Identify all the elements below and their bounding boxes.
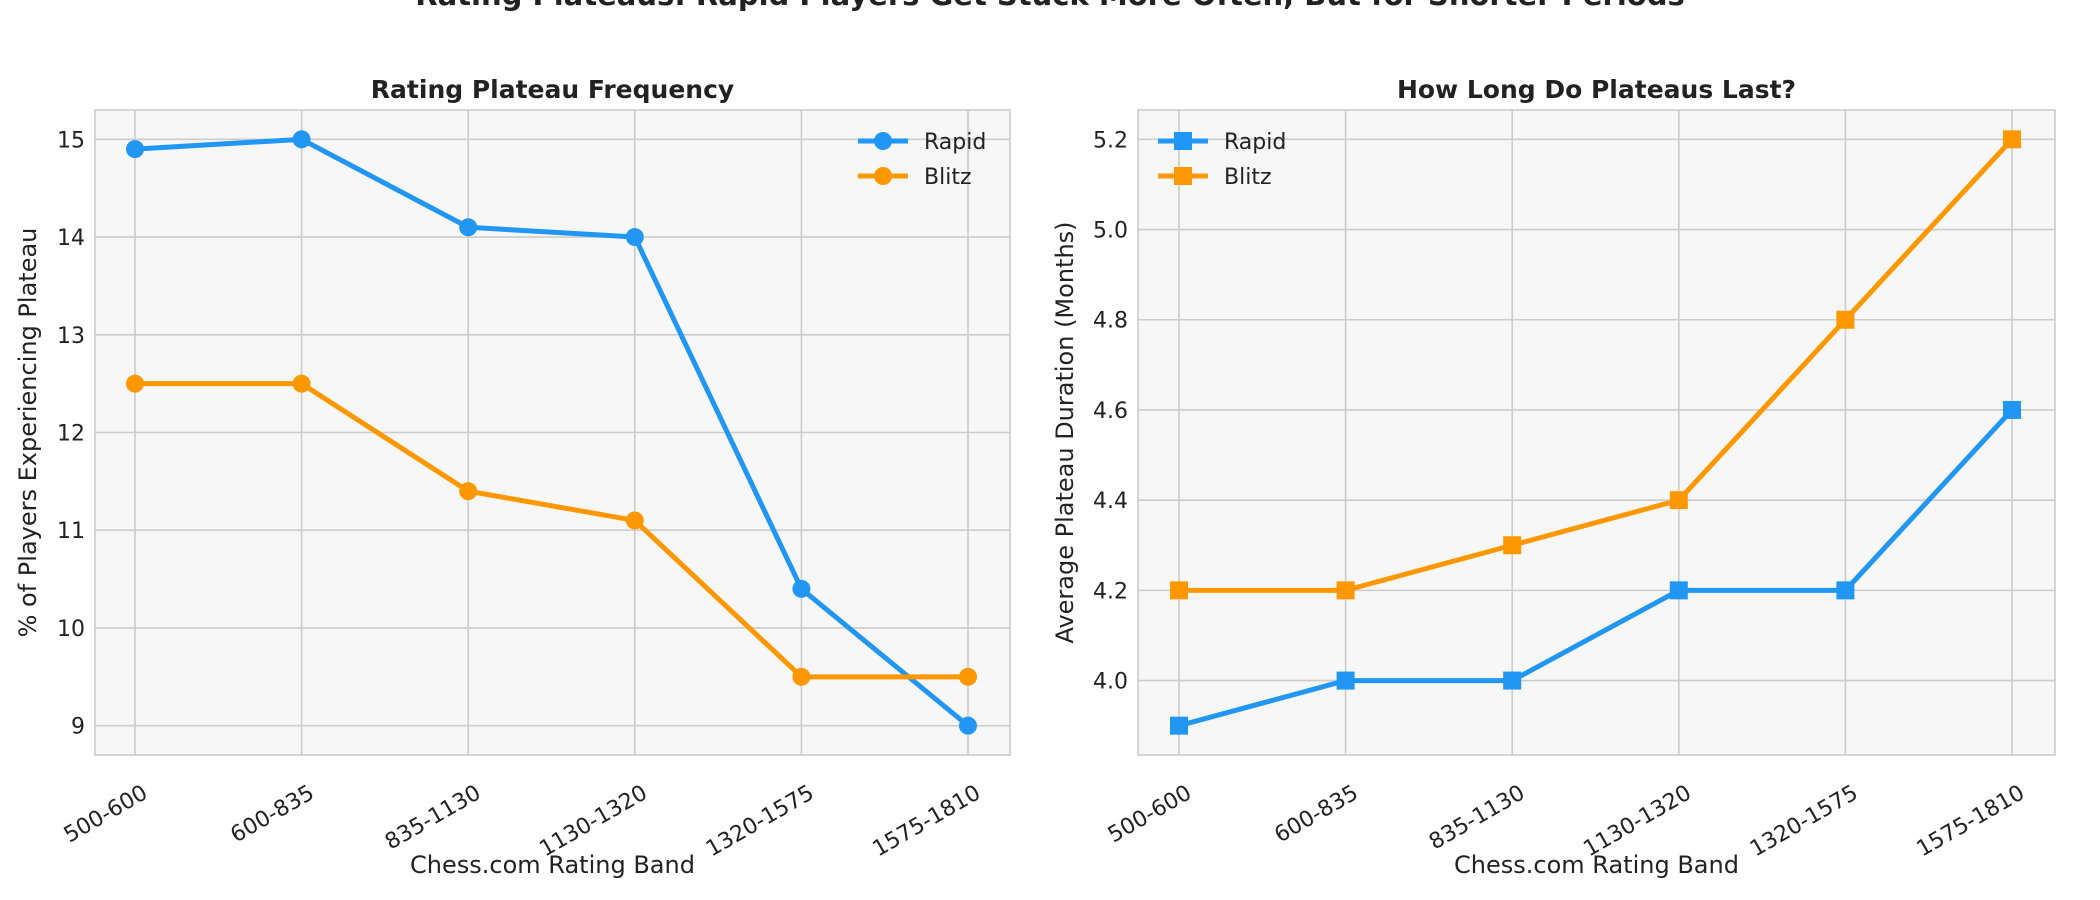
- y-tick-label: 4.8: [1093, 309, 1128, 334]
- legend-label-rapid: Rapid: [924, 130, 986, 155]
- x-tick-label: 835-1130: [381, 781, 485, 856]
- data-point-blitz: [959, 667, 977, 686]
- panel-title: Rating Plateau Frequency: [371, 75, 734, 104]
- data-point-blitz: [792, 667, 811, 686]
- y-tick-label: 4.2: [1093, 579, 1128, 604]
- legend-marker-blitz: [874, 167, 892, 185]
- y-tick-label: 4.0: [1093, 670, 1128, 695]
- legend-label-rapid: Rapid: [1224, 130, 1286, 155]
- series-line-blitz: [1176, 136, 2015, 593]
- data-point-rapid: [459, 218, 478, 237]
- data-point-blitz: [126, 374, 144, 393]
- x-tick-label: 835-1130: [1425, 781, 1529, 856]
- x-tick-label: 1130-1320: [1579, 781, 1695, 863]
- figure-title: Rating Plateaus: Rapid Players Get Stuck…: [0, 0, 2100, 12]
- x-tick-label: 1575-1810: [869, 781, 985, 863]
- data-point-blitz: [1336, 581, 1355, 600]
- y-tick-label: 4.4: [1093, 489, 1128, 514]
- legend-marker-blitz: [1174, 167, 1192, 185]
- data-point-blitz: [2003, 130, 2021, 149]
- legend-marker-rapid: [1174, 132, 1192, 150]
- y-tick-label: 13: [57, 324, 85, 349]
- data-point-rapid: [1336, 671, 1355, 690]
- y-tick-label: 14: [57, 226, 85, 251]
- data-point-rapid: [959, 716, 977, 735]
- x-tick-label: 500-600: [60, 781, 152, 849]
- series-line-blitz: [132, 381, 971, 680]
- x-tick-label: 1575-1810: [1913, 781, 2029, 863]
- y-axis-label: % of Players Experiencing Plateau: [14, 228, 42, 638]
- data-point-blitz: [459, 482, 478, 501]
- x-tick-label: 1320-1575: [702, 781, 818, 863]
- chart-panel-2: 4.0 4.2 4.4 4.6 4.8 5.0 5.2 500-600 600-835 835-1…: [1051, 75, 2056, 879]
- y-tick-label: 15: [57, 128, 85, 153]
- chart-panel-1: 9 10 11 12 13 14 15 500-600 600-835 835-1130 1130-…: [14, 75, 1011, 879]
- y-tick-label: 5.2: [1093, 128, 1128, 153]
- data-point-rapid: [292, 130, 311, 149]
- x-tick-label: 500-600: [1104, 781, 1196, 849]
- y-tick-label: 11: [57, 519, 85, 544]
- data-point-blitz: [1503, 536, 1522, 555]
- x-tick-label: 1130-1320: [535, 781, 651, 863]
- legend: Rapid Blitz: [858, 130, 986, 190]
- y-tick-label: 9: [71, 715, 85, 740]
- data-point-rapid: [1669, 581, 1688, 600]
- x-tick-label: 600-835: [1270, 781, 1362, 849]
- x-tick-label: 600-835: [226, 781, 318, 849]
- data-point-rapid: [126, 140, 144, 159]
- data-point-blitz: [625, 511, 644, 530]
- series-line-rapid: [1176, 407, 2015, 729]
- data-point-blitz: [292, 374, 311, 393]
- data-point-rapid: [792, 579, 811, 598]
- x-tick-label: 1320-1575: [1746, 781, 1862, 863]
- plot-area: [1138, 110, 2055, 755]
- data-point-rapid: [2003, 400, 2021, 419]
- data-point-blitz: [1170, 581, 1188, 600]
- legend-label-blitz: Blitz: [924, 165, 972, 190]
- legend-label-blitz: Blitz: [1224, 165, 1272, 190]
- legend-marker-rapid: [874, 132, 892, 150]
- x-axis-label: Chess.com Rating Band: [1454, 851, 1739, 879]
- x-axis-label: Chess.com Rating Band: [410, 851, 695, 879]
- y-axis-label: Average Plateau Duration (Months): [1051, 221, 1079, 643]
- y-tick-label: 5.0: [1093, 219, 1128, 244]
- data-point-rapid: [1836, 581, 1855, 600]
- data-point-rapid: [1170, 716, 1188, 735]
- panel-title: How Long Do Plateaus Last?: [1397, 75, 1796, 104]
- plot-frame: [1137, 109, 2056, 756]
- y-tick-label: 12: [57, 422, 85, 447]
- data-point-rapid: [1503, 671, 1522, 690]
- data-point-rapid: [625, 228, 644, 247]
- series-line-rapid: [132, 136, 971, 729]
- plot-frame: [94, 109, 1011, 756]
- legend: Rapid Blitz: [1158, 130, 1286, 190]
- y-tick-label: 4.6: [1093, 399, 1128, 424]
- data-point-blitz: [1669, 491, 1688, 510]
- data-point-blitz: [1836, 310, 1855, 329]
- y-tick-label: 10: [57, 617, 85, 642]
